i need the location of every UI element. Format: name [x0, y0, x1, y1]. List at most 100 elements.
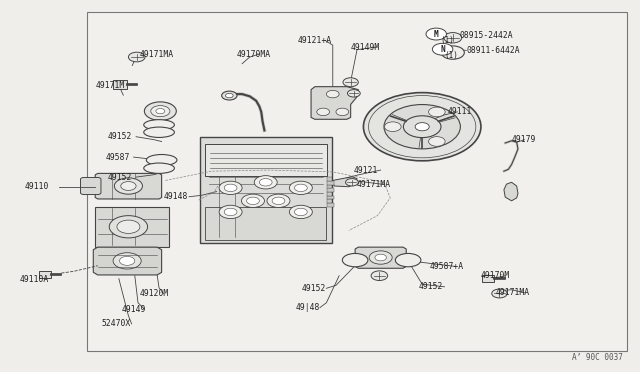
Text: 49171M: 49171M	[95, 81, 124, 90]
Text: (1): (1)	[445, 51, 458, 60]
Circle shape	[415, 123, 429, 131]
Circle shape	[267, 194, 290, 208]
Text: (1): (1)	[440, 36, 454, 45]
Circle shape	[129, 52, 145, 62]
Circle shape	[241, 194, 264, 208]
Text: M: M	[434, 29, 438, 39]
Circle shape	[385, 122, 401, 132]
Circle shape	[224, 184, 237, 192]
Circle shape	[115, 178, 143, 194]
Text: 49121: 49121	[354, 166, 378, 174]
Circle shape	[371, 271, 388, 280]
FancyBboxPatch shape	[87, 12, 627, 351]
Circle shape	[113, 253, 141, 269]
Circle shape	[429, 107, 445, 117]
Circle shape	[369, 251, 392, 264]
Circle shape	[326, 90, 339, 98]
Bar	[326, 185, 332, 188]
Ellipse shape	[442, 46, 465, 59]
Circle shape	[225, 93, 233, 98]
Text: 49110A: 49110A	[20, 275, 49, 284]
Circle shape	[151, 106, 170, 117]
Circle shape	[254, 176, 277, 189]
Circle shape	[346, 179, 358, 186]
Circle shape	[289, 181, 312, 195]
Bar	[326, 192, 332, 196]
Circle shape	[403, 116, 441, 138]
Ellipse shape	[342, 253, 368, 267]
Circle shape	[221, 91, 237, 100]
Ellipse shape	[147, 154, 177, 166]
Text: N: N	[440, 45, 445, 54]
Circle shape	[294, 208, 307, 216]
Circle shape	[117, 220, 140, 234]
Bar	[326, 199, 332, 203]
Circle shape	[384, 105, 460, 149]
Text: 52470X: 52470X	[102, 320, 131, 328]
Text: 08911-6442A: 08911-6442A	[467, 46, 520, 55]
Ellipse shape	[396, 253, 421, 267]
Polygon shape	[95, 173, 162, 199]
Ellipse shape	[144, 163, 174, 173]
Circle shape	[121, 182, 136, 190]
Circle shape	[246, 197, 259, 205]
Text: 49171MA: 49171MA	[495, 288, 530, 297]
Text: 49|48: 49|48	[296, 303, 320, 312]
Bar	[326, 196, 334, 199]
Circle shape	[259, 179, 272, 186]
Text: 49121+A: 49121+A	[298, 36, 332, 45]
Circle shape	[219, 181, 242, 195]
Text: 49148: 49148	[164, 192, 188, 201]
Text: 49152: 49152	[419, 282, 444, 291]
FancyBboxPatch shape	[200, 137, 332, 243]
Circle shape	[317, 108, 330, 116]
Circle shape	[272, 197, 285, 205]
Text: 49171MA: 49171MA	[140, 50, 174, 59]
FancyBboxPatch shape	[205, 144, 326, 176]
Circle shape	[336, 108, 349, 116]
Text: 08915-2442A: 08915-2442A	[460, 31, 513, 40]
Circle shape	[219, 205, 242, 219]
Circle shape	[492, 289, 507, 298]
Circle shape	[156, 109, 165, 114]
Polygon shape	[150, 103, 172, 119]
Text: 49587: 49587	[106, 153, 131, 161]
Circle shape	[433, 43, 453, 55]
FancyBboxPatch shape	[39, 271, 51, 278]
Text: 49170M: 49170M	[481, 271, 510, 280]
Circle shape	[294, 184, 307, 192]
Bar	[326, 188, 334, 192]
Text: 49149: 49149	[122, 305, 147, 314]
Circle shape	[224, 208, 237, 216]
Circle shape	[145, 102, 176, 121]
Text: 49152: 49152	[108, 173, 132, 182]
Ellipse shape	[144, 127, 174, 137]
Polygon shape	[333, 177, 357, 187]
Circle shape	[343, 78, 358, 87]
Text: 49111: 49111	[448, 108, 472, 116]
Text: 49179: 49179	[511, 135, 536, 144]
Circle shape	[289, 205, 312, 219]
Text: 49587+A: 49587+A	[430, 262, 464, 271]
Text: 49110: 49110	[25, 182, 49, 191]
Circle shape	[364, 93, 481, 161]
FancyBboxPatch shape	[81, 177, 101, 195]
Polygon shape	[93, 247, 162, 275]
Text: A’ 90C 0037: A’ 90C 0037	[572, 353, 623, 362]
Circle shape	[429, 137, 445, 146]
Bar	[326, 181, 334, 185]
Text: 49171MA: 49171MA	[357, 180, 391, 189]
Bar	[326, 203, 334, 207]
Text: 49152: 49152	[302, 284, 326, 293]
Circle shape	[444, 33, 462, 43]
Text: 49149M: 49149M	[351, 42, 380, 51]
Text: 49120M: 49120M	[140, 289, 169, 298]
Bar	[326, 177, 332, 181]
Circle shape	[120, 256, 135, 265]
Polygon shape	[355, 247, 406, 268]
Text: 49152: 49152	[108, 132, 132, 141]
Circle shape	[109, 216, 148, 238]
Circle shape	[348, 90, 360, 97]
Polygon shape	[504, 182, 518, 201]
Text: 49170MA: 49170MA	[237, 49, 271, 58]
